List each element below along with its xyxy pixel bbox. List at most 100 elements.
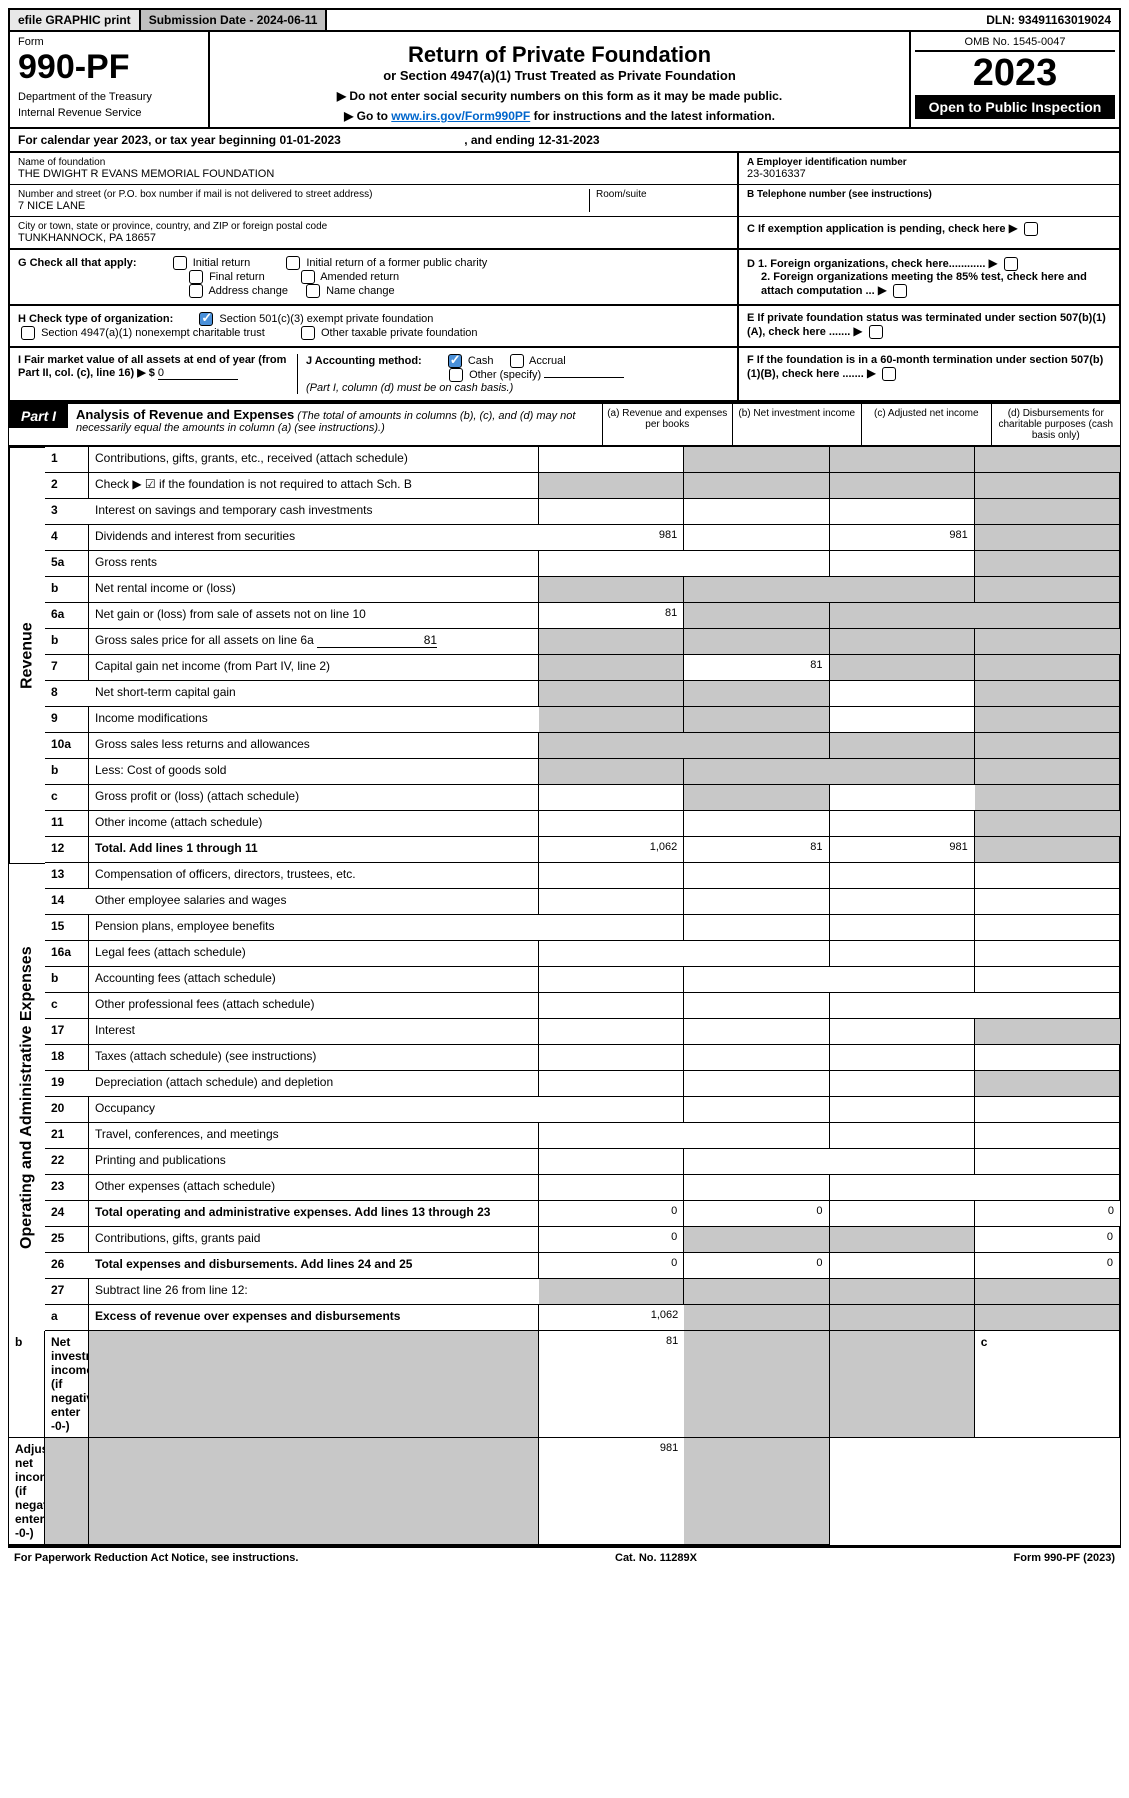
line-23-col-c [830, 1175, 975, 1201]
part1-badge: Part I [9, 404, 68, 428]
line-18-col-a [539, 1045, 684, 1071]
line-17-col-b [684, 1019, 829, 1045]
line-17-col-a [539, 1019, 684, 1045]
e-checkbox[interactable] [869, 325, 883, 339]
line-14-col-a [539, 889, 684, 915]
g-label: G Check all that apply: [18, 257, 137, 269]
line-3-desc: Interest on savings and temporary cash i… [89, 499, 539, 525]
line-8-desc: Net short-term capital gain [89, 681, 539, 707]
j-note: (Part I, column (d) must be on cash basi… [306, 382, 513, 394]
g-amended-checkbox[interactable] [301, 270, 315, 284]
line-9-col-a [539, 707, 684, 733]
line-b-col-c [830, 967, 975, 993]
line-9-col-d [975, 707, 1120, 733]
line-4-desc: Dividends and interest from securities [89, 525, 539, 551]
line-22-col-d [975, 1149, 1120, 1175]
line-b-col-c [830, 577, 975, 603]
line-b-desc: Accounting fees (attach schedule) [89, 967, 539, 993]
submission-date: Submission Date - 2024-06-11 [141, 10, 328, 30]
line-24-num: 24 [45, 1201, 89, 1227]
line-5a-desc: Gross rents [89, 551, 539, 577]
line-22-col-b [684, 1149, 829, 1175]
line-b-desc: Net investment income (if negative, ente… [45, 1331, 89, 1438]
line-16a-num: 16a [45, 941, 89, 967]
line-6a-num: 6a [45, 603, 89, 629]
line-14-desc: Other employee salaries and wages [89, 889, 539, 915]
f-checkbox[interactable] [882, 367, 896, 381]
line-14-col-b [684, 889, 829, 915]
j-other-checkbox[interactable] [449, 368, 463, 382]
line-5a-col-c [830, 551, 975, 577]
line-14-col-c [830, 889, 975, 915]
line-b-col-c [830, 759, 975, 785]
foundation-name: THE DWIGHT R EVANS MEMORIAL FOUNDATION [18, 168, 729, 180]
line-b-col-d [830, 1331, 975, 1438]
line-3-col-d [975, 499, 1120, 525]
efile-print-label[interactable]: efile GRAPHIC print [10, 10, 141, 30]
paperwork-notice: For Paperwork Reduction Act Notice, see … [14, 1552, 298, 1564]
line-3-num: 3 [45, 499, 89, 525]
d2-checkbox[interactable] [893, 284, 907, 298]
name-label: Name of foundation [18, 157, 729, 168]
line-26-num: 26 [45, 1253, 89, 1279]
line-c-desc: Adjusted net income (if negative, enter … [9, 1438, 45, 1545]
line-5a-col-a [539, 551, 684, 577]
g-final-checkbox[interactable] [189, 270, 203, 284]
d2-label: 2. Foreign organizations meeting the 85%… [761, 271, 1087, 297]
line-18-desc: Taxes (attach schedule) (see instruction… [89, 1045, 539, 1071]
line-b-col-b [684, 967, 829, 993]
line-b-col-a [539, 967, 684, 993]
j-cash-checkbox[interactable] [448, 354, 462, 368]
g-initial-checkbox[interactable] [173, 256, 187, 270]
h-other-checkbox[interactable] [301, 326, 315, 340]
line-15-col-c [830, 915, 975, 941]
form-number: 990-PF [18, 48, 200, 87]
d1-checkbox[interactable] [1004, 257, 1018, 271]
line-1-col-a [539, 447, 684, 473]
line-a-col-a: 1,062 [539, 1305, 684, 1331]
line-10a-col-c [830, 733, 975, 759]
line-22-col-a [539, 1149, 684, 1175]
check-i-j-f-row: I Fair market value of all assets at end… [8, 348, 1121, 402]
top-bar: efile GRAPHIC print Submission Date - 20… [8, 8, 1121, 32]
line-b-col-d [975, 759, 1120, 785]
line-c-col-d [975, 785, 1120, 811]
line-a-num: a [45, 1305, 89, 1331]
line-8-col-a [539, 681, 684, 707]
dln: DLN: 93491163019024 [978, 10, 1119, 30]
col-a-header: (a) Revenue and expenses per books [602, 404, 732, 445]
line-21-col-b [684, 1123, 829, 1149]
h-501c3-checkbox[interactable] [199, 312, 213, 326]
omb-number: OMB No. 1545-0047 [915, 36, 1115, 52]
g-address-checkbox[interactable] [189, 284, 203, 298]
irs-link[interactable]: www.irs.gov/Form990PF [391, 109, 530, 123]
c-checkbox[interactable] [1024, 222, 1038, 236]
line-19-col-c [830, 1071, 975, 1097]
g-name-checkbox[interactable] [306, 284, 320, 298]
j-accrual-checkbox[interactable] [510, 354, 524, 368]
line-11-desc: Other income (attach schedule) [89, 811, 539, 837]
line-a-col-c [830, 1305, 975, 1331]
line-21-col-a [539, 1123, 684, 1149]
line-c-num: c [45, 785, 89, 811]
line-b-col-c [684, 1331, 829, 1438]
line-9-num: 9 [45, 707, 89, 733]
line-14-col-d [975, 889, 1120, 915]
line-17-desc: Interest [89, 1019, 539, 1045]
line-b-col-a [539, 759, 684, 785]
line-22-num: 22 [45, 1149, 89, 1175]
h-4947-checkbox[interactable] [21, 326, 35, 340]
ein-value: 23-3016337 [747, 168, 1111, 180]
line-26-col-d: 0 [975, 1253, 1120, 1279]
line-19-col-b [684, 1071, 829, 1097]
line-8-col-d [975, 681, 1120, 707]
line-15-col-a [539, 915, 684, 941]
i-value: 0 [158, 367, 238, 380]
col-b-header: (b) Net investment income [732, 404, 862, 445]
col-c-header: (c) Adjusted net income [861, 404, 991, 445]
g-initial-former-checkbox[interactable] [286, 256, 300, 270]
line-b-num: b [45, 577, 89, 603]
line-19-col-d [975, 1071, 1120, 1097]
line-c-desc: Gross profit or (loss) (attach schedule) [89, 785, 539, 811]
line-13-desc: Compensation of officers, directors, tru… [89, 863, 539, 889]
